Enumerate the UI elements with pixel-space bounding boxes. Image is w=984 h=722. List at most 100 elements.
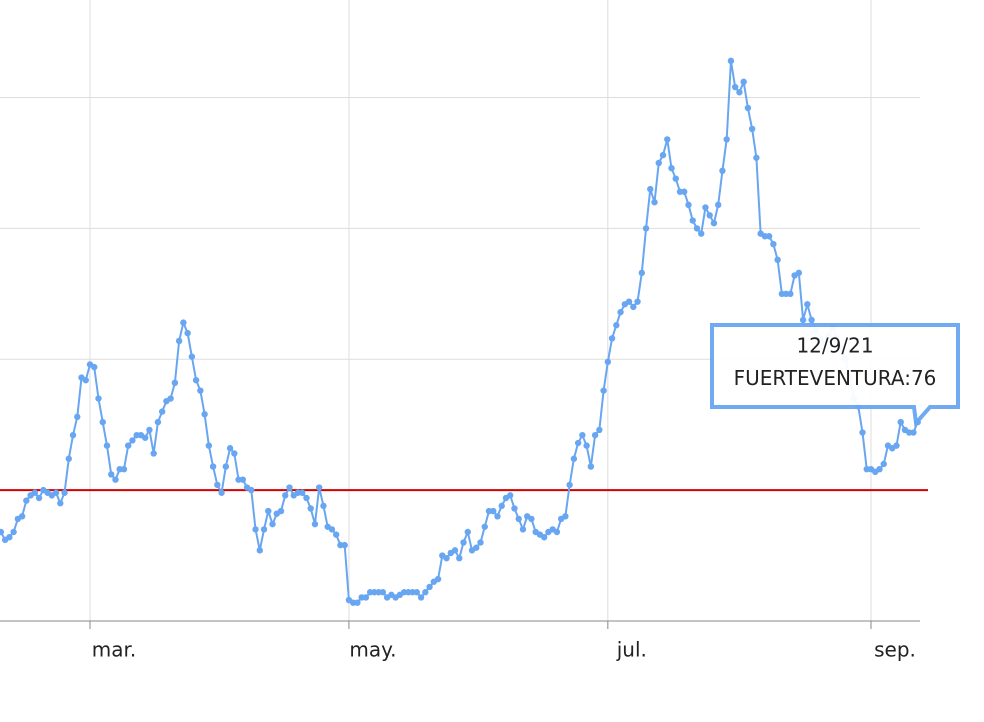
data-point xyxy=(417,594,425,601)
data-point xyxy=(608,335,616,342)
data-point xyxy=(490,507,497,515)
data-point xyxy=(689,217,696,224)
data-point xyxy=(748,125,756,133)
separator: : xyxy=(904,366,911,390)
data-point xyxy=(239,476,247,483)
data-point xyxy=(765,233,773,240)
tooltip-number: 76 xyxy=(911,366,936,390)
data-point xyxy=(69,431,77,439)
data-point xyxy=(328,526,336,533)
data-point xyxy=(681,188,688,195)
data-point xyxy=(744,104,752,112)
data-point xyxy=(795,269,803,277)
data-point xyxy=(108,471,115,478)
data-point xyxy=(10,528,17,536)
data-point xyxy=(613,322,620,329)
data-point xyxy=(799,316,807,324)
data-point xyxy=(426,583,433,591)
data-point xyxy=(723,136,730,143)
data-point xyxy=(129,437,136,444)
data-point xyxy=(218,489,225,496)
data-point xyxy=(596,426,603,434)
data-point xyxy=(464,528,471,536)
data-point xyxy=(184,329,191,337)
data-point xyxy=(341,541,348,549)
tooltip-box xyxy=(710,323,960,428)
data-point xyxy=(141,434,149,441)
x-tick-label: mar. xyxy=(92,638,136,662)
data-point xyxy=(714,201,722,209)
data-point xyxy=(460,539,467,546)
data-point xyxy=(332,531,340,538)
data-point xyxy=(664,136,671,143)
data-point xyxy=(61,489,68,496)
data-point xyxy=(299,489,306,496)
data-point xyxy=(167,395,174,402)
data-point xyxy=(515,515,522,523)
data-point xyxy=(154,418,162,426)
data-point xyxy=(604,358,612,366)
data-point xyxy=(125,442,132,449)
data-point xyxy=(519,526,527,533)
data-point xyxy=(158,408,166,415)
data-point xyxy=(456,554,463,562)
data-point xyxy=(413,589,421,596)
data-point xyxy=(481,523,488,530)
data-point xyxy=(316,484,323,491)
tooltip-value: FUERTEVENTURA:76 xyxy=(734,366,937,390)
data-point xyxy=(65,455,72,462)
x-tick-label: may. xyxy=(349,638,396,662)
data-point xyxy=(6,534,13,541)
data-point xyxy=(787,290,794,298)
data-point xyxy=(579,431,586,439)
data-point xyxy=(197,387,204,394)
data-point xyxy=(511,505,518,512)
data-point xyxy=(685,201,692,209)
data-point xyxy=(494,513,501,520)
data-point xyxy=(422,589,429,596)
data-point xyxy=(175,337,183,345)
data-point xyxy=(655,159,662,167)
data-point xyxy=(256,547,263,554)
data-point xyxy=(876,465,883,473)
data-point xyxy=(668,164,675,172)
data-point xyxy=(587,463,595,470)
data-point xyxy=(82,377,89,384)
data-point xyxy=(52,489,60,496)
data-point xyxy=(910,429,917,436)
data-point xyxy=(214,481,221,489)
data-point xyxy=(35,494,43,502)
data-point xyxy=(231,450,238,457)
data-point xyxy=(498,502,505,510)
data-point xyxy=(57,500,64,507)
data-point xyxy=(893,442,900,449)
data-point xyxy=(120,465,128,473)
data-point xyxy=(600,387,607,394)
data-point xyxy=(180,319,187,326)
data-point xyxy=(146,426,153,434)
data-point xyxy=(583,442,590,449)
data-point xyxy=(736,89,743,96)
data-point xyxy=(727,57,735,65)
data-point xyxy=(566,481,573,489)
data-point xyxy=(477,539,484,546)
data-point xyxy=(698,230,705,237)
data-point xyxy=(31,489,39,496)
data-point xyxy=(99,418,106,426)
data-point xyxy=(540,534,548,541)
data-point xyxy=(18,513,26,520)
data-point xyxy=(659,151,667,159)
data-point xyxy=(672,175,679,182)
data-point xyxy=(307,505,314,512)
data-point xyxy=(693,225,701,232)
data-point xyxy=(91,363,98,371)
data-point xyxy=(719,167,726,175)
data-point xyxy=(265,507,272,515)
data-point xyxy=(647,185,654,193)
data-point xyxy=(248,486,255,494)
data-point xyxy=(222,463,230,470)
data-point xyxy=(277,507,285,515)
data-point xyxy=(209,463,217,470)
data-point xyxy=(808,316,815,324)
